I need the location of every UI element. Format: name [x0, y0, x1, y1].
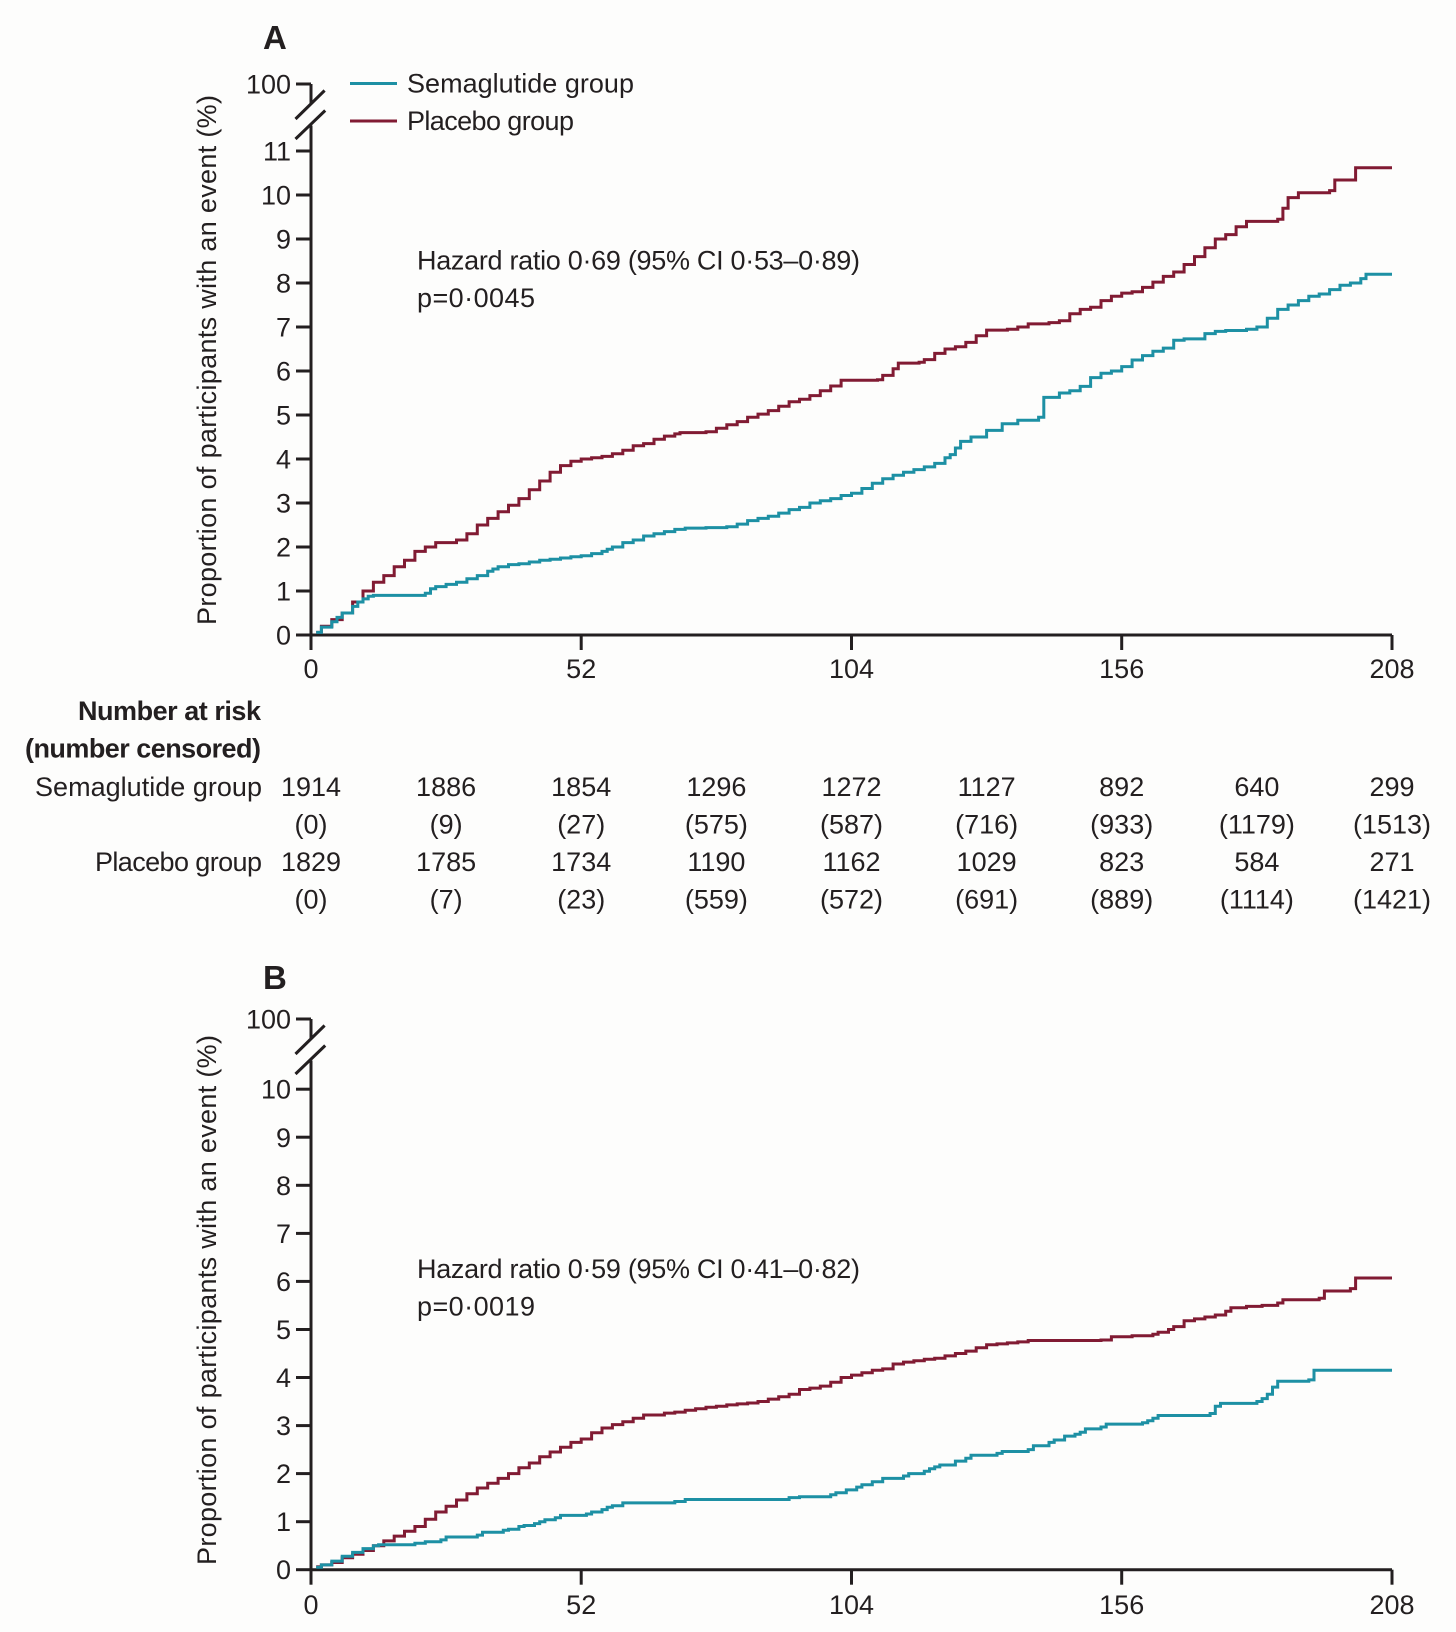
svg-text:1854: 1854 — [551, 772, 611, 802]
svg-text:1: 1 — [276, 577, 291, 607]
svg-text:1: 1 — [276, 1507, 291, 1537]
svg-text:52: 52 — [566, 1590, 596, 1620]
svg-text:(575): (575) — [685, 810, 748, 840]
svg-text:(1421): (1421) — [1353, 885, 1431, 915]
svg-text:1029: 1029 — [957, 847, 1017, 877]
svg-text:(1179): (1179) — [1219, 810, 1295, 840]
svg-text:156: 156 — [1099, 654, 1144, 684]
svg-text:(572): (572) — [820, 885, 883, 915]
svg-text:299: 299 — [1369, 772, 1414, 802]
svg-text:3: 3 — [276, 1411, 291, 1441]
svg-text:1162: 1162 — [822, 847, 880, 877]
svg-text:10: 10 — [261, 181, 291, 211]
svg-text:Semaglutide group: Semaglutide group — [35, 772, 262, 802]
svg-text:(27): (27) — [557, 810, 605, 840]
svg-text:7: 7 — [276, 313, 291, 343]
svg-text:4: 4 — [276, 1363, 291, 1393]
svg-text:(933): (933) — [1090, 810, 1153, 840]
svg-text:3: 3 — [276, 489, 291, 519]
svg-text:Hazard ratio 0·59 (95% CI 0·41: Hazard ratio 0·59 (95% CI 0·41–0·82) — [417, 1254, 860, 1284]
svg-text:640: 640 — [1234, 772, 1279, 802]
svg-text:(number censored): (number censored) — [25, 734, 261, 764]
svg-text:104: 104 — [829, 654, 874, 684]
svg-text:11: 11 — [263, 137, 291, 167]
svg-text:5: 5 — [276, 401, 291, 431]
svg-text:B: B — [263, 959, 287, 996]
svg-text:2: 2 — [276, 1459, 291, 1489]
svg-text:823: 823 — [1099, 847, 1144, 877]
svg-text:0: 0 — [303, 654, 318, 684]
svg-text:(716): (716) — [955, 810, 1018, 840]
svg-text:104: 104 — [829, 1590, 874, 1620]
svg-text:0: 0 — [276, 621, 291, 651]
svg-text:(1114): (1114) — [1220, 885, 1294, 915]
svg-text:9: 9 — [276, 1123, 291, 1153]
svg-text:1734: 1734 — [551, 847, 611, 877]
svg-text:(23): (23) — [557, 885, 605, 915]
svg-text:6: 6 — [276, 1267, 291, 1297]
svg-text:Number at risk: Number at risk — [78, 696, 262, 726]
svg-text:584: 584 — [1234, 847, 1279, 877]
svg-text:0: 0 — [276, 1555, 291, 1585]
svg-text:(559): (559) — [685, 885, 748, 915]
svg-text:Semaglutide group: Semaglutide group — [407, 69, 634, 99]
svg-text:(691): (691) — [955, 885, 1018, 915]
svg-text:2: 2 — [276, 533, 291, 563]
svg-text:1785: 1785 — [416, 847, 476, 877]
svg-text:1272: 1272 — [821, 772, 881, 802]
svg-text:10: 10 — [261, 1075, 291, 1105]
svg-text:0: 0 — [303, 1590, 318, 1620]
svg-text:156: 156 — [1099, 1590, 1144, 1620]
svg-text:(587): (587) — [820, 810, 883, 840]
svg-text:1127: 1127 — [958, 772, 1016, 802]
svg-text:Proportion of participants wit: Proportion of participants with an event… — [192, 1035, 222, 1565]
svg-text:(0): (0) — [295, 885, 328, 915]
svg-text:4: 4 — [276, 445, 291, 475]
svg-text:Proportion of participants wit: Proportion of participants with an event… — [192, 95, 222, 625]
svg-text:(1513): (1513) — [1353, 810, 1431, 840]
svg-text:Hazard ratio 0·69 (95% CI 0·53: Hazard ratio 0·69 (95% CI 0·53–0·89) — [417, 246, 860, 276]
svg-text:892: 892 — [1099, 772, 1144, 802]
svg-text:52: 52 — [566, 654, 596, 684]
svg-text:5: 5 — [276, 1315, 291, 1345]
svg-text:6: 6 — [276, 357, 291, 387]
svg-text:7: 7 — [276, 1219, 291, 1249]
svg-text:1190: 1190 — [687, 847, 745, 877]
svg-text:271: 271 — [1369, 847, 1414, 877]
svg-text:8: 8 — [276, 1171, 291, 1201]
svg-text:Placebo group: Placebo group — [95, 847, 262, 877]
svg-text:9: 9 — [276, 225, 291, 255]
svg-text:100: 100 — [246, 70, 291, 100]
svg-text:208: 208 — [1369, 1590, 1414, 1620]
svg-text:p=0·0045: p=0·0045 — [417, 283, 535, 313]
svg-text:(0): (0) — [295, 810, 328, 840]
svg-text:100: 100 — [246, 1005, 291, 1035]
svg-text:1914: 1914 — [281, 772, 341, 802]
svg-text:208: 208 — [1369, 654, 1414, 684]
svg-text:1296: 1296 — [686, 772, 746, 802]
svg-text:Placebo group: Placebo group — [407, 106, 574, 136]
svg-text:1886: 1886 — [416, 772, 476, 802]
svg-text:8: 8 — [276, 269, 291, 299]
svg-text:(7): (7) — [430, 885, 463, 915]
svg-text:(9): (9) — [430, 810, 463, 840]
svg-text:(889): (889) — [1090, 885, 1153, 915]
svg-text:A: A — [263, 19, 287, 56]
svg-text:1829: 1829 — [281, 847, 341, 877]
svg-text:p=0·0019: p=0·0019 — [417, 1292, 535, 1322]
